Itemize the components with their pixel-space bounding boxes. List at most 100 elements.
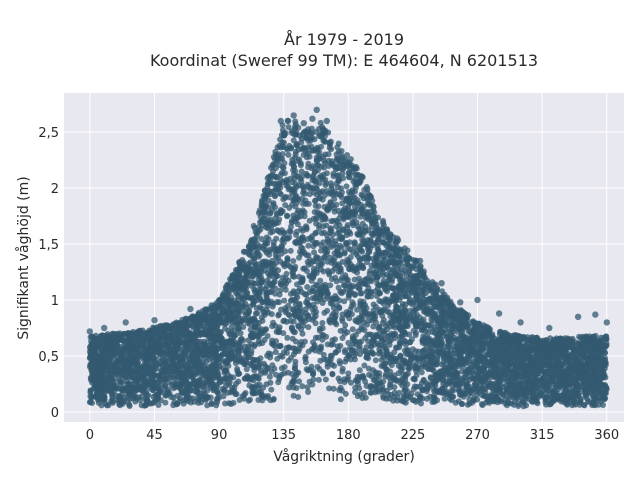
scatter-point [354, 306, 360, 313]
scatter-point [280, 330, 287, 337]
scatter-point [266, 373, 273, 380]
scatter-point [290, 392, 297, 399]
scatter-point [311, 249, 318, 256]
scatter-point [298, 168, 305, 175]
scatter-point [295, 394, 302, 400]
scatter-point [170, 380, 177, 387]
scatter-point [163, 390, 170, 397]
scatter-point [542, 396, 549, 403]
scatter-point [380, 392, 387, 399]
scatter-point [342, 322, 349, 329]
scatter-point [452, 336, 459, 343]
scatter-point [285, 151, 292, 158]
scatter-point [370, 231, 376, 238]
scatter-point [315, 376, 322, 383]
scatter-point [243, 366, 250, 373]
scatter-point [305, 389, 312, 395]
scatter-point [311, 169, 318, 176]
scatter-point [337, 396, 344, 403]
scatter-point [404, 381, 411, 388]
scatter-point [275, 312, 282, 319]
scatter-point [220, 393, 227, 400]
scatter-point [304, 284, 311, 290]
scatter-point [295, 146, 302, 153]
scatter-point [386, 338, 393, 345]
scatter-point [325, 151, 332, 158]
scatter-point [303, 170, 310, 177]
scatter-point [280, 261, 287, 268]
scatter-point [325, 238, 332, 245]
scatter-point [268, 164, 274, 171]
scatter-point [420, 333, 427, 340]
scatter-point [366, 371, 373, 378]
scatter-point [286, 228, 293, 234]
scatter-point [282, 286, 289, 293]
scatter-point [346, 189, 352, 195]
scatter-point [322, 376, 329, 383]
scatter-point [361, 362, 368, 369]
scatter-point [359, 305, 366, 312]
scatter-point [312, 202, 319, 209]
scatter-point [317, 277, 324, 284]
scatter-point [286, 312, 293, 319]
scatter-point [412, 332, 419, 339]
scatter-point [288, 324, 295, 331]
scatter-point [343, 183, 350, 190]
scatter-point [240, 324, 247, 330]
scatter-point [268, 386, 275, 393]
scatter-point [603, 340, 610, 347]
scatter-point [401, 308, 408, 315]
scatter-point [364, 196, 371, 203]
scatter-point [291, 329, 298, 336]
scatter-point [308, 125, 315, 132]
scatter-point [339, 170, 346, 177]
scatter-point [346, 315, 353, 322]
scatter-point [429, 329, 436, 335]
scatter-point [274, 211, 280, 218]
scatter-point [227, 389, 234, 396]
scatter-point [330, 385, 337, 392]
scatter-point [380, 217, 387, 224]
scatter-point [383, 366, 390, 373]
scatter-point [281, 317, 288, 324]
scatter-point [299, 383, 306, 390]
scatter-point [304, 384, 311, 391]
scatter-point [165, 379, 172, 385]
scatter-point [321, 138, 328, 145]
scatter-point [379, 337, 386, 344]
scatter-point [254, 310, 261, 317]
scatter-point [332, 309, 339, 316]
scatter-point [434, 377, 441, 384]
scatter-point [316, 348, 323, 355]
scatter-point [303, 201, 309, 207]
scatter-point [277, 136, 284, 143]
scatter-point [399, 301, 406, 307]
scatter-point [233, 289, 239, 296]
scatter-point [426, 322, 433, 329]
scatter-point [257, 219, 264, 226]
scatter-point [312, 320, 319, 327]
scatter-point [279, 274, 286, 281]
scatter-point [319, 320, 326, 326]
scatter-point [341, 298, 348, 305]
scatter-point [322, 182, 329, 189]
scatter-point [313, 220, 320, 227]
scatter-point [349, 326, 356, 333]
scatter-point [339, 274, 346, 281]
scatter-point [358, 338, 365, 345]
scatter-point [305, 144, 312, 151]
scatter-point [324, 307, 331, 314]
scatter-point [187, 387, 194, 394]
scatter-point [403, 287, 410, 294]
scatter-point [272, 193, 278, 200]
scatter-point [287, 247, 294, 254]
scatter-point [120, 337, 127, 344]
scatter-point [329, 370, 336, 377]
scatter-point [344, 261, 350, 268]
scatter-point [267, 354, 274, 361]
scatter-point [247, 396, 253, 403]
scatter-point [282, 309, 289, 316]
scatter-point [258, 236, 265, 242]
scatter-point [331, 205, 338, 212]
